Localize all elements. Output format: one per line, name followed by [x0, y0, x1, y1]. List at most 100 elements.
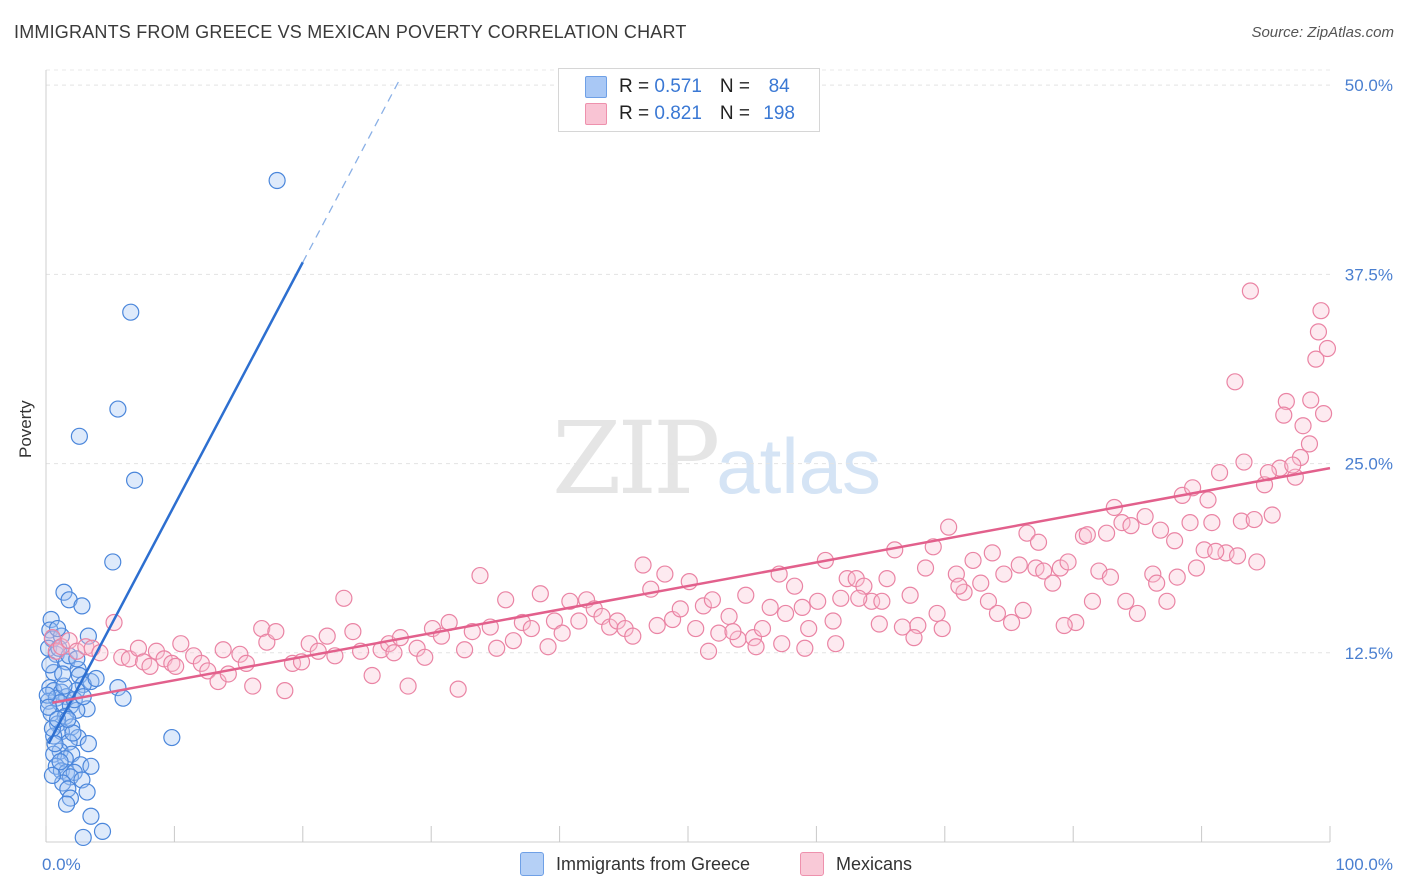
legend-label-mexicans: Mexicans [836, 853, 913, 874]
trend-layer [47, 80, 1331, 745]
point-mexicans [1241, 282, 1259, 300]
point-mexicans [513, 613, 531, 632]
point-mexicans [905, 629, 923, 647]
point-greece [43, 766, 62, 784]
point-mexicans [624, 627, 642, 645]
point-mexicans [141, 657, 159, 676]
point-greece [74, 828, 92, 847]
point-mexicans [870, 615, 888, 633]
point-mexicans [832, 589, 850, 607]
point-mexicans [850, 589, 868, 607]
point-mexicans [1314, 405, 1333, 423]
point-mexicans [972, 574, 990, 592]
point-mexicans [1166, 532, 1184, 550]
legend-r-label: R = [619, 76, 655, 97]
point-mexicans [940, 518, 958, 536]
point-mexicans [1275, 406, 1293, 424]
point-mexicans [1232, 512, 1251, 530]
point-mexicans [214, 641, 232, 659]
point-greece [48, 619, 67, 638]
point-mexicans [809, 592, 827, 610]
point-mexicans [416, 648, 434, 666]
point-mexicans [1294, 417, 1312, 435]
point-mexicans [1226, 373, 1244, 391]
point-mexicans [1302, 391, 1320, 409]
legend-n-label: N = [719, 103, 756, 124]
point-mexicans [344, 622, 362, 641]
point-mexicans [1199, 491, 1217, 509]
point-mexicans [703, 591, 721, 609]
point-mexicans [796, 639, 814, 657]
axis-layer [45, 70, 1331, 843]
point-greece [79, 735, 97, 753]
point-mexicans [455, 641, 474, 659]
legend-swatch-greece [520, 852, 544, 876]
point-mexicans [1235, 453, 1253, 471]
point-greece [87, 669, 105, 688]
point-mexicans [656, 565, 674, 583]
point-mexicans [1248, 553, 1266, 571]
point-mexicans [1059, 553, 1077, 571]
point-mexicans [1158, 592, 1176, 610]
point-mexicans [634, 556, 652, 574]
point-mexicans [1055, 616, 1073, 635]
legend-n-value: 84 [763, 76, 790, 97]
tick-layer: 12.5% 25.0% 37.5% 50.0% 0.0% 100.0% [42, 76, 1393, 874]
legend-item-greece[interactable]: Immigrants from Greece [520, 852, 750, 876]
legend-n-value: 198 [763, 103, 795, 124]
point-mexicans [827, 635, 845, 653]
point-mexicans [964, 551, 982, 570]
point-mexicans [1210, 464, 1229, 482]
chart-title: IMMIGRANTS FROM GREECE VS MEXICAN POVERT… [14, 22, 687, 42]
point-mexicans [43, 629, 62, 647]
point-mexicans [988, 604, 1007, 623]
point-mexicans [648, 616, 666, 635]
point-mexicans [276, 682, 294, 700]
legend-item-mexicans[interactable]: Mexicans [800, 852, 912, 876]
legend-n-label: N = [719, 76, 756, 97]
point-mexicans [1228, 547, 1247, 565]
point-mexicans [1044, 574, 1062, 592]
point-mexicans [1010, 556, 1028, 574]
point-mexicans [916, 559, 935, 577]
point-mexicans [449, 680, 467, 698]
y-tick-label: 50.0% [1345, 76, 1393, 95]
point-mexicans [671, 600, 689, 618]
legend-label-greece: Immigrants from Greece [556, 853, 751, 874]
point-mexicans [1144, 565, 1162, 583]
point-greece [125, 471, 144, 489]
point-mexicans [979, 592, 998, 610]
point-mexicans [1312, 302, 1330, 320]
point-mexicans [363, 666, 381, 685]
point-mexicans [1318, 339, 1337, 358]
legend-r-value: 0.821 [654, 103, 702, 124]
point-mexicans [747, 638, 765, 656]
point-mexicans [824, 612, 842, 630]
point-mexicans [878, 570, 896, 588]
point-mexicans [1277, 392, 1295, 411]
point-mexicans [933, 619, 951, 638]
point-mexicans [231, 645, 249, 663]
point-greece [69, 728, 87, 747]
point-mexicans [385, 644, 403, 662]
point-mexicans [471, 566, 489, 585]
point-mexicans [399, 677, 417, 695]
point-greece [82, 757, 100, 775]
point-mexicans [838, 570, 856, 588]
point-mexicans [267, 622, 285, 641]
point-mexicans [167, 657, 185, 676]
point-mexicans [545, 612, 564, 630]
trendline-greece [47, 261, 304, 745]
point-mexicans [773, 635, 791, 653]
point-mexicans [687, 619, 705, 638]
point-mexicans [901, 586, 919, 604]
point-greece [268, 171, 286, 190]
point-mexicans [47, 642, 65, 660]
point-mexicans [720, 607, 738, 626]
point-greece [73, 597, 91, 615]
point-greece [78, 783, 96, 801]
point-mexicans [172, 635, 190, 653]
watermark-atlas: atlas [716, 422, 882, 510]
legend-swatch-mexicans [585, 103, 607, 125]
